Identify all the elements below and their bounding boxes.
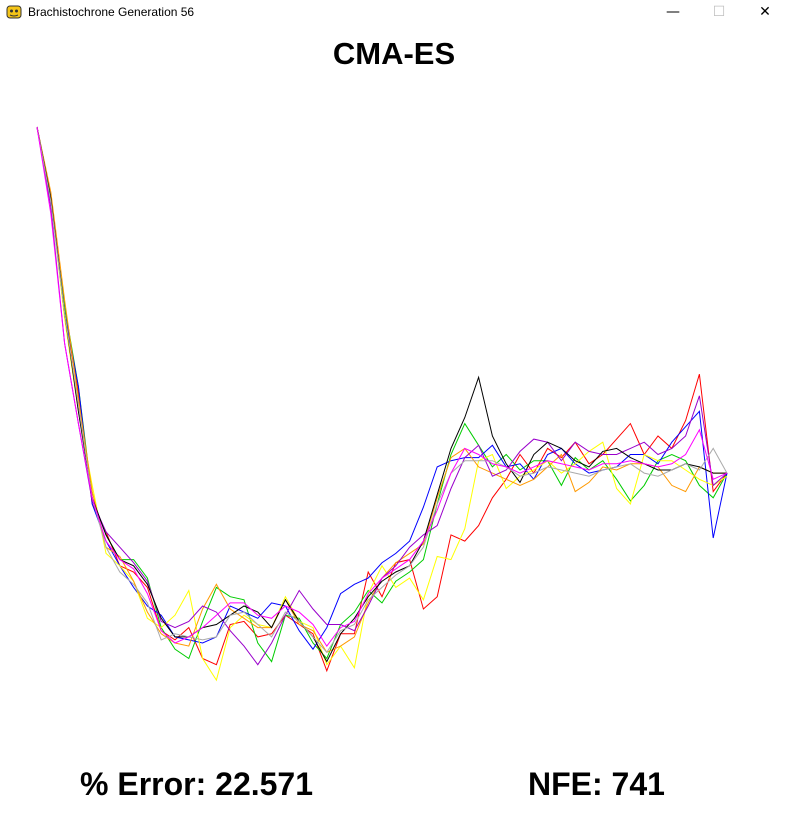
window-title: Brachistochrone Generation 56	[28, 5, 195, 19]
close-button[interactable]: ✕	[759, 4, 771, 20]
curve-line-8	[36, 126, 728, 654]
curve-line-9	[36, 126, 728, 647]
nfe-readout: NFE: 741	[528, 766, 665, 803]
error-readout: % Error: 22.571	[80, 766, 313, 803]
error-value: 22.571	[215, 766, 314, 802]
curve-line-1	[36, 126, 728, 673]
error-label: % Error:	[80, 766, 207, 802]
window-controls: — ☐ ✕	[650, 0, 788, 24]
window-titlebar: Brachistochrone Generation 56 — ☐ ✕	[0, 0, 788, 24]
nfe-label: NFE:	[528, 766, 603, 802]
nfe-value: 741	[611, 766, 665, 802]
curve-line-7	[36, 126, 727, 663]
algorithm-heading: CMA-ES	[332, 36, 456, 71]
curve-line-5	[36, 126, 727, 653]
maximize-button[interactable]: ☐	[712, 4, 726, 20]
curve-line-6	[36, 126, 728, 666]
pygame-snake-icon	[6, 5, 22, 19]
minimize-button[interactable]: —	[666, 4, 680, 20]
curve-line-4	[36, 126, 728, 682]
curve-line-3	[36, 126, 728, 651]
